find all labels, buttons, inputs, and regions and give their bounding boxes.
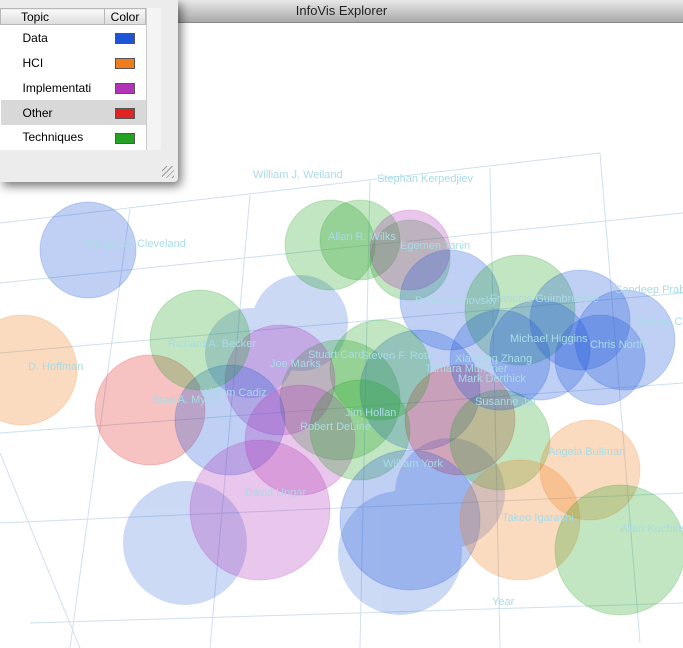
node[interactable]	[529, 269, 631, 371]
column-header[interactable]: Topic	[0, 8, 105, 25]
node[interactable]	[309, 379, 411, 481]
node-label: Stephan Kerpedjiev	[377, 173, 474, 185]
node-label: Egemen Tanin	[400, 240, 470, 252]
node[interactable]	[404, 364, 516, 476]
node-label: Nathan Conklin	[636, 316, 683, 328]
color-swatch	[115, 82, 135, 94]
color-swatch	[115, 132, 135, 144]
node[interactable]	[359, 329, 481, 451]
label-layer: William J. Weiland Stephan Kerpedjiev Will…	[28, 169, 683, 535]
node[interactable]	[39, 201, 137, 299]
node[interactable]	[339, 449, 481, 591]
node[interactable]	[449, 389, 551, 491]
node-label: Tamara Munzner	[425, 363, 508, 375]
topic-name: Data	[22, 30, 48, 45]
node-label: Jim Hollan	[345, 407, 396, 419]
node-label: D. Hoffman	[28, 361, 83, 373]
node-label: Xiaolong Zhang	[455, 353, 532, 365]
node-label: Stuart Card	[308, 349, 364, 361]
color-swatch	[115, 32, 135, 44]
node-label: Mark Derthick	[458, 373, 526, 385]
node-label: Susanne Jul	[475, 396, 536, 408]
node[interactable]	[554, 484, 683, 616]
node-label: Joe Marks	[270, 358, 321, 370]
node-label: Allan R. Wilks	[328, 231, 396, 243]
node-label: Allan Kuchinsky	[620, 523, 683, 535]
color-cell	[105, 50, 146, 75]
node[interactable]	[489, 299, 591, 401]
color-swatch	[115, 57, 135, 69]
node-label: David Ungar	[245, 487, 306, 499]
node[interactable]	[449, 309, 551, 411]
color-cell	[105, 75, 146, 100]
node-label: William Cadiz	[200, 387, 267, 399]
node-label: Peter Wisnovsky	[415, 295, 497, 307]
resize-grip[interactable]	[162, 166, 174, 178]
legend-row[interactable]: Data	[1, 25, 146, 51]
topic-name: HCI	[22, 55, 44, 70]
node[interactable]	[279, 339, 401, 461]
topic-name: Other	[0, 100, 105, 125]
scene-3d: William J. Weiland Stephan Kerpedjiev Will…	[0, 152, 683, 648]
topic-name: Implementati	[22, 80, 92, 95]
node[interactable]	[329, 319, 431, 421]
node[interactable]	[244, 384, 356, 496]
node[interactable]	[0, 314, 78, 426]
node[interactable]	[554, 314, 646, 406]
topic-name: Techniques	[22, 130, 84, 145]
node-label: Chris North	[590, 339, 646, 351]
node[interactable]	[94, 354, 206, 466]
node[interactable]	[369, 209, 451, 291]
background-nodes	[123, 275, 505, 615]
node[interactable]	[284, 199, 376, 291]
node-label: Richard A. Becker	[168, 338, 256, 350]
column-header[interactable]: Color	[104, 8, 146, 25]
node-label: William J. Weiland	[253, 169, 343, 181]
scrollbar[interactable]	[146, 8, 161, 150]
axis-label: Year	[492, 596, 515, 608]
node-label: Brad A. Myers	[152, 394, 222, 406]
node[interactable]	[369, 219, 451, 301]
node-label: Takeo Igarashi	[502, 512, 574, 524]
node[interactable]	[539, 419, 641, 521]
legend-row[interactable]: Techniques	[1, 125, 146, 150]
node-label: Francois Guimbretiere	[490, 293, 599, 305]
node[interactable]	[224, 324, 336, 436]
node[interactable]	[459, 459, 581, 581]
legend-row[interactable]: Other	[0, 100, 146, 125]
node-label: Sandeep Prabhakar	[615, 284, 683, 296]
node-label: Michael Higgins	[510, 333, 588, 345]
grid	[0, 152, 683, 648]
node[interactable]	[189, 439, 331, 581]
node[interactable]	[319, 199, 401, 281]
node[interactable]	[574, 289, 676, 391]
legend-row[interactable]: Implementati	[1, 75, 146, 100]
node[interactable]	[399, 249, 501, 351]
color-cell	[105, 125, 146, 150]
legend-table: Topic Color Data HCI Implementati Other Tech…	[0, 8, 146, 150]
node-label: William York	[383, 458, 443, 470]
legend-panel: Topic Color Data HCI Implementati Other Tech…	[0, 0, 178, 182]
color-cell	[105, 25, 146, 51]
color-cell	[104, 100, 146, 125]
node-label: William S. Cleveland	[85, 238, 186, 250]
node-layer	[0, 199, 683, 616]
node[interactable]	[464, 254, 576, 366]
legend-row[interactable]: HCI	[1, 50, 146, 75]
node-label: Steven F. Roth	[361, 350, 433, 362]
node-label: Robert DeLine	[300, 421, 371, 433]
node[interactable]	[174, 364, 286, 476]
node[interactable]	[149, 289, 251, 391]
node-label: Angela Bullman	[548, 446, 625, 458]
color-swatch	[115, 107, 135, 119]
